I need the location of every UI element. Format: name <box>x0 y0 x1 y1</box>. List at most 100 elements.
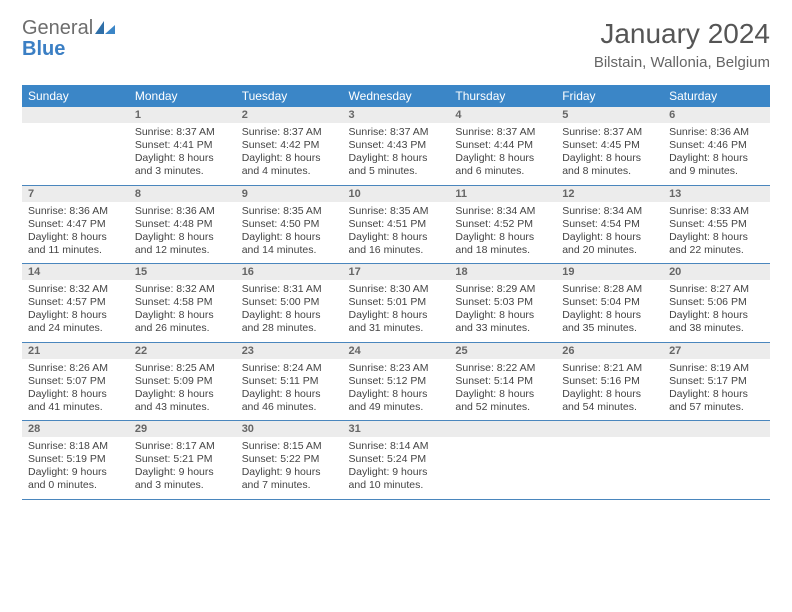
daylight-text: and 5 minutes. <box>349 165 444 178</box>
daylight-text: Daylight: 8 hours <box>562 231 657 244</box>
sunrise-text: Sunrise: 8:31 AM <box>242 283 337 296</box>
sunset-text: Sunset: 5:01 PM <box>349 296 444 309</box>
daylight-text: Daylight: 8 hours <box>135 309 230 322</box>
calendar-cell: 25Sunrise: 8:22 AMSunset: 5:14 PMDayligh… <box>449 342 556 421</box>
sunset-text: Sunset: 5:22 PM <box>242 453 337 466</box>
calendar-week-row: 7Sunrise: 8:36 AMSunset: 4:47 PMDaylight… <box>22 185 770 264</box>
sunset-text: Sunset: 5:19 PM <box>28 453 123 466</box>
calendar-cell: 6Sunrise: 8:36 AMSunset: 4:46 PMDaylight… <box>663 107 770 185</box>
daylight-text: Daylight: 8 hours <box>349 388 444 401</box>
sunset-text: Sunset: 4:57 PM <box>28 296 123 309</box>
calendar-cell: 26 Sunrise: 8:21 AMSunset: 5:16 PMDayligh… <box>556 342 663 421</box>
calendar-cell <box>449 421 556 500</box>
daylight-text: Daylight: 8 hours <box>28 309 123 322</box>
day-number: 8 <box>129 186 236 202</box>
daylight-text: Daylight: 8 hours <box>349 231 444 244</box>
day-number <box>22 107 129 123</box>
sunset-text: Sunset: 5:12 PM <box>349 375 444 388</box>
daylight-text: and 26 minutes. <box>135 322 230 335</box>
day-number: 30 <box>236 421 343 437</box>
calendar-cell: 13Sunrise: 8:33 AMSunset: 4:55 PMDayligh… <box>663 185 770 264</box>
daylight-text: Daylight: 8 hours <box>28 231 123 244</box>
day-body: Sunrise: 8:36 AMSunset: 4:47 PMDaylight:… <box>22 202 129 264</box>
day-body: Sunrise: 8:29 AMSunset: 5:03 PMDaylight:… <box>449 280 556 342</box>
sunrise-text: Sunrise: 8:36 AM <box>135 205 230 218</box>
sunset-text: Sunset: 5:06 PM <box>669 296 764 309</box>
sunset-text: Sunset: 5:04 PM <box>562 296 657 309</box>
daylight-text: Daylight: 8 hours <box>669 388 764 401</box>
daylight-text: Daylight: 8 hours <box>669 231 764 244</box>
day-number: 5 <box>556 107 663 123</box>
daylight-text: and 57 minutes. <box>669 401 764 414</box>
calendar-cell: 1Sunrise: 8:37 AMSunset: 4:41 PMDaylight… <box>129 107 236 185</box>
calendar-cell: 9Sunrise: 8:35 AMSunset: 4:50 PMDaylight… <box>236 185 343 264</box>
day-body: Sunrise: 8:31 AMSunset: 5:00 PMDaylight:… <box>236 280 343 342</box>
day-number: 22 <box>129 343 236 359</box>
daylight-text: and 11 minutes. <box>28 244 123 257</box>
sunrise-text: Sunrise: 8:21 AM <box>562 362 657 375</box>
day-number: 31 <box>343 421 450 437</box>
sunset-text: Sunset: 5:21 PM <box>135 453 230 466</box>
daylight-text: and 14 minutes. <box>242 244 337 257</box>
day-number: 27 <box>663 343 770 359</box>
sunrise-text: Sunrise: 8:34 AM <box>562 205 657 218</box>
day-body: Sunrise: 8:25 AMSunset: 5:09 PMDaylight:… <box>129 359 236 421</box>
sunset-text: Sunset: 5:14 PM <box>455 375 550 388</box>
sunrise-text: Sunrise: 8:30 AM <box>349 283 444 296</box>
sunset-text: Sunset: 4:52 PM <box>455 218 550 231</box>
calendar-cell: 29Sunrise: 8:17 AMSunset: 5:21 PMDayligh… <box>129 421 236 500</box>
daylight-text: Daylight: 8 hours <box>455 231 550 244</box>
daylight-text: Daylight: 8 hours <box>242 388 337 401</box>
daylight-text: Daylight: 8 hours <box>242 152 337 165</box>
daylight-text: Daylight: 8 hours <box>135 152 230 165</box>
month-title: January 2024 <box>594 18 770 50</box>
daylight-text: Daylight: 8 hours <box>242 231 337 244</box>
day-body: Sunrise: 8:17 AMSunset: 5:21 PMDaylight:… <box>129 437 236 499</box>
sunrise-text: Sunrise: 8:26 AM <box>28 362 123 375</box>
daylight-text: and 43 minutes. <box>135 401 230 414</box>
sunrise-text: Sunrise: 8:14 AM <box>349 440 444 453</box>
daylight-text: and 52 minutes. <box>455 401 550 414</box>
sunrise-text: Sunrise: 8:22 AM <box>455 362 550 375</box>
day-number: 1 <box>129 107 236 123</box>
day-body: Sunrise: 8:36 AMSunset: 4:48 PMDaylight:… <box>129 202 236 264</box>
daylight-text: and 8 minutes. <box>562 165 657 178</box>
calendar-cell <box>663 421 770 500</box>
day-body: Sunrise: 8:34 AMSunset: 4:54 PMDaylight:… <box>556 202 663 264</box>
location-text: Bilstain, Wallonia, Belgium <box>594 54 770 71</box>
calendar-cell: 15Sunrise: 8:32 AMSunset: 4:58 PMDayligh… <box>129 264 236 343</box>
daylight-text: and 4 minutes. <box>242 165 337 178</box>
day-number: 6 <box>663 107 770 123</box>
sunset-text: Sunset: 5:07 PM <box>28 375 123 388</box>
calendar-week-row: 21Sunrise: 8:26 AMSunset: 5:07 PMDayligh… <box>22 342 770 421</box>
day-number: 7 <box>22 186 129 202</box>
sunset-text: Sunset: 5:03 PM <box>455 296 550 309</box>
day-body: Sunrise: 8:34 AMSunset: 4:52 PMDaylight:… <box>449 202 556 264</box>
day-number: 19 <box>556 264 663 280</box>
calendar-cell: 4Sunrise: 8:37 AMSunset: 4:44 PMDaylight… <box>449 107 556 185</box>
day-number: 25 <box>449 343 556 359</box>
day-number: 2 <box>236 107 343 123</box>
day-body: Sunrise: 8:37 AMSunset: 4:45 PMDaylight:… <box>556 123 663 185</box>
daylight-text: Daylight: 9 hours <box>135 466 230 479</box>
day-body: Sunrise: 8:37 AMSunset: 4:41 PMDaylight:… <box>129 123 236 185</box>
day-number <box>556 421 663 437</box>
sunrise-text: Sunrise: 8:23 AM <box>349 362 444 375</box>
daylight-text: and 16 minutes. <box>349 244 444 257</box>
sunrise-text: Sunrise: 8:15 AM <box>242 440 337 453</box>
calendar-cell: 5Sunrise: 8:37 AMSunset: 4:45 PMDaylight… <box>556 107 663 185</box>
day-number: 4 <box>449 107 556 123</box>
day-body: Sunrise: 8:22 AMSunset: 5:14 PMDaylight:… <box>449 359 556 421</box>
daylight-text: and 46 minutes. <box>242 401 337 414</box>
sunset-text: Sunset: 5:16 PM <box>562 375 657 388</box>
daylight-text: Daylight: 8 hours <box>562 388 657 401</box>
sunrise-text: Sunrise: 8:19 AM <box>669 362 764 375</box>
day-body: Sunrise: 8:35 AMSunset: 4:51 PMDaylight:… <box>343 202 450 264</box>
day-number: 26 <box>556 343 663 359</box>
sunrise-text: Sunrise: 8:33 AM <box>669 205 764 218</box>
sunrise-text: Sunrise: 8:35 AM <box>349 205 444 218</box>
day-body: Sunrise: 8:19 AMSunset: 5:17 PMDaylight:… <box>663 359 770 421</box>
sunset-text: Sunset: 4:50 PM <box>242 218 337 231</box>
daylight-text: and 33 minutes. <box>455 322 550 335</box>
daylight-text: and 3 minutes. <box>135 165 230 178</box>
